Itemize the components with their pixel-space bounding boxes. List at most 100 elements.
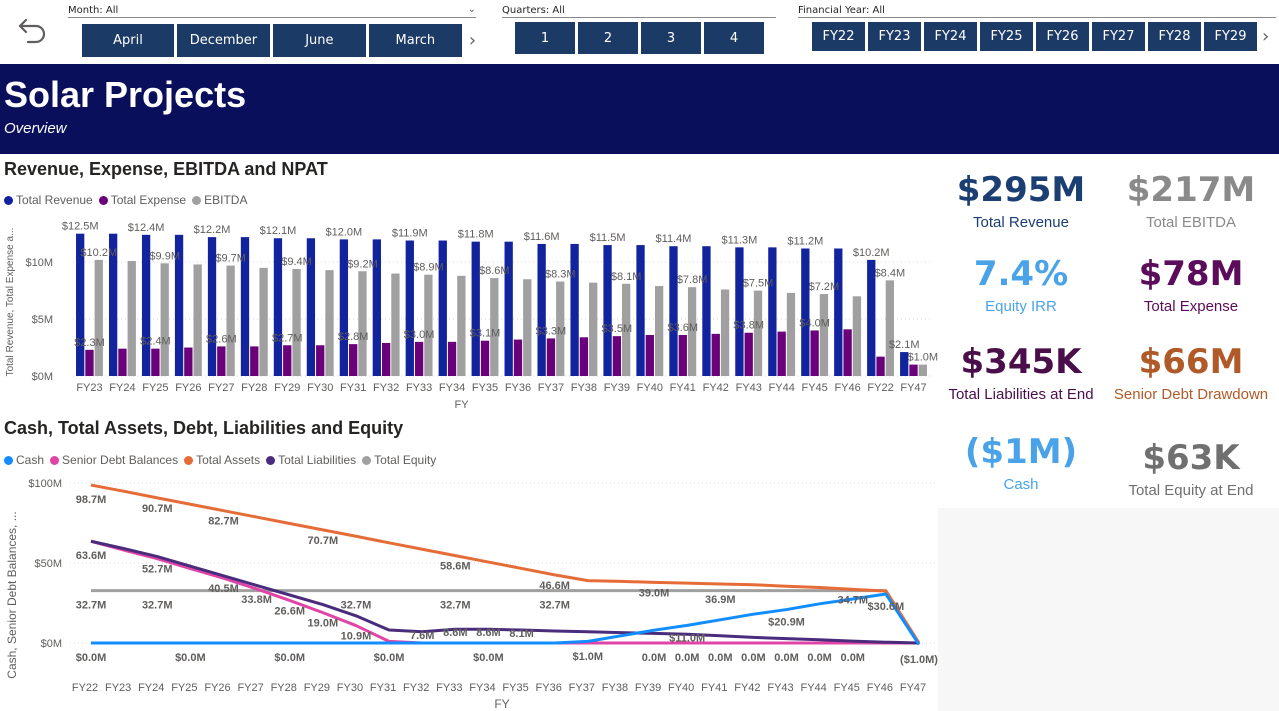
fy-chip[interactable]: FY23 — [868, 22, 921, 51]
report-banner: Solar Projects Overview — [0, 64, 1279, 154]
x-tick-label: FY45 — [834, 682, 860, 694]
bar — [424, 274, 433, 376]
bar — [174, 234, 184, 376]
data-label: $2.8M — [338, 331, 369, 343]
data-label: 34.7M — [837, 594, 868, 606]
chevron-right-icon[interactable]: › — [468, 30, 477, 51]
bar — [777, 331, 786, 376]
bar — [768, 247, 777, 376]
fy-chip[interactable]: FY27 — [1092, 22, 1145, 51]
back-arrow-icon[interactable] — [12, 12, 48, 48]
quarter-chip[interactable]: 2 — [578, 22, 638, 54]
data-label: 0.0M — [841, 652, 865, 664]
legend-item[interactable]: Total Liabilities — [266, 453, 356, 467]
quarter-chip[interactable]: 4 — [704, 22, 764, 54]
legend-item[interactable]: Total Expense — [98, 193, 186, 207]
data-label: $3.0M — [404, 329, 435, 341]
legend-item[interactable]: Senior Debt Balances — [50, 453, 178, 467]
fy-chip[interactable]: FY22 — [812, 22, 865, 51]
x-tick-label: FY30 — [337, 682, 363, 694]
x-tick-label: FY42 — [703, 382, 729, 394]
data-label: $8.9M — [413, 262, 444, 274]
data-label: $8.3M — [545, 269, 576, 281]
data-label: $11.4M — [656, 233, 692, 245]
month-chip[interactable]: December — [176, 24, 270, 57]
revenue-expense-chart: $0M $5M $10M Total Revenue, Total Expense a… — [5, 221, 938, 411]
chart2-legend: Cash Senior Debt Balances Total Assets T… — [4, 453, 442, 467]
series-line — [91, 589, 921, 644]
bar — [603, 245, 612, 376]
balance-chart: $0M $50M $100M Cash, Senior Debt Balances, … — [5, 478, 938, 711]
data-label: $8.4M — [875, 267, 906, 279]
bar — [76, 233, 85, 376]
data-label: 32.7M — [76, 600, 107, 612]
legend-dot — [98, 195, 108, 205]
data-label: $1.0M — [908, 352, 938, 364]
x-tick-label: FY22 — [72, 682, 98, 694]
data-label: $2.7M — [272, 332, 303, 344]
legend-item[interactable]: Total Revenue — [4, 193, 93, 207]
x-tick-label: FY27 — [208, 382, 234, 394]
quarter-chip[interactable]: 1 — [515, 22, 575, 54]
data-label: 8.6M — [443, 627, 467, 639]
x-tick-label: FY29 — [274, 382, 300, 394]
legend-item[interactable]: Total Equity — [362, 453, 436, 467]
bar — [259, 267, 268, 376]
bar — [801, 248, 810, 376]
kpi-value: $345K — [960, 342, 1082, 382]
month-chip[interactable]: April — [82, 24, 174, 57]
data-label: $3.1M — [470, 328, 501, 340]
fy-chip[interactable]: FY28 — [1148, 22, 1201, 51]
fy-chip[interactable]: FY25 — [980, 22, 1033, 51]
month-chip[interactable]: March — [368, 24, 462, 57]
x-axis-title: FY — [494, 697, 509, 711]
x-tick-label: FY34 — [439, 382, 465, 394]
fy-chip[interactable]: FY29 — [1204, 22, 1257, 51]
chevron-right-icon[interactable]: › — [1262, 26, 1270, 47]
chart2-title: Cash, Total Assets, Debt, Liabilities an… — [4, 418, 404, 438]
bar — [480, 340, 490, 376]
data-label: $10.2M — [853, 247, 890, 259]
quarters-slicer-label: Quarters: All — [502, 5, 565, 16]
month-slicer-header[interactable]: Month: All ⌄ — [68, 4, 476, 18]
month-slicer-label: Month: All — [68, 5, 119, 16]
x-tick-label: FY36 — [536, 682, 562, 694]
series-line — [91, 592, 921, 646]
bar — [207, 237, 217, 376]
data-label: $8.6M — [479, 265, 510, 277]
x-axis-title: FY — [454, 399, 469, 411]
kpi-label: Equity IRR — [985, 298, 1057, 315]
bar — [900, 352, 909, 376]
bar — [570, 243, 579, 376]
month-chip[interactable]: June — [272, 24, 366, 57]
x-tick-label: FY26 — [175, 382, 201, 394]
data-label: 0.0M — [642, 652, 666, 664]
data-label: 0.0M — [708, 652, 732, 664]
x-tick-label: FY40 — [637, 382, 663, 394]
bar — [810, 330, 819, 376]
legend-item[interactable]: EBITDA — [192, 193, 247, 207]
data-label: 70.7M — [308, 535, 339, 547]
legend-label: Total Liabilities — [278, 453, 357, 467]
chevron-down-icon[interactable]: ⌄ — [467, 4, 476, 15]
fy-chip[interactable]: FY24 — [924, 22, 977, 51]
legend-item[interactable]: Cash — [4, 453, 44, 467]
legend-dot — [362, 455, 372, 465]
fy-chip[interactable]: FY26 — [1036, 22, 1089, 51]
legend-dot — [192, 195, 202, 205]
x-tick-label: FY40 — [668, 682, 694, 694]
data-label: $0.0M — [473, 652, 504, 664]
data-label: $11.9M — [392, 228, 428, 240]
quarter-chip[interactable]: 3 — [641, 22, 701, 54]
legend-item[interactable]: Total Assets — [184, 453, 260, 467]
bar — [843, 329, 852, 376]
bar — [504, 241, 513, 376]
bar — [589, 282, 598, 376]
bar — [876, 356, 885, 376]
bar — [391, 273, 400, 376]
data-label: $11.5M — [590, 232, 626, 244]
kpi-label: Total Expense — [1143, 298, 1239, 315]
data-label: $12.1M — [260, 225, 297, 237]
y-tick-label: $10M — [25, 257, 53, 269]
